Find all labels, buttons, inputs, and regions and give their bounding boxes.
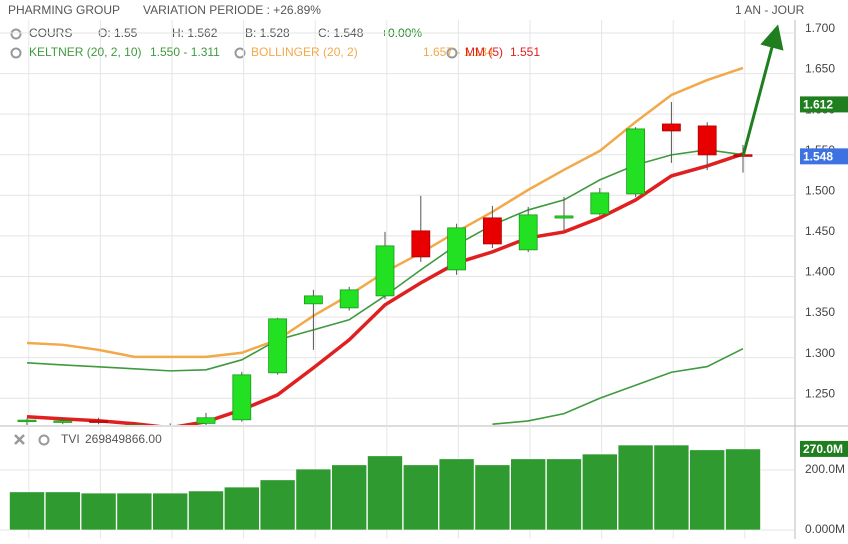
volume-bar [188,490,224,531]
y-tick-label: 1.500 [805,183,835,197]
candle-body [554,215,574,219]
close-icon[interactable] [14,434,25,445]
y-tick-label: 200.0M [805,462,845,476]
indicator-name: MM (5) [465,45,503,59]
y-tick-label: 1.300 [805,346,835,360]
price-tag-label: 1.548 [803,150,833,164]
volume-bar [438,458,475,531]
y-tick-label: 1.350 [805,305,835,319]
forecast-arrow [741,24,784,157]
volume-bar [152,492,188,531]
y-tick-label: 1.250 [805,386,835,400]
price-tag [800,96,848,113]
indicator-value: 1.550 - 1.311 [150,45,220,59]
candle-body [89,420,108,423]
volume-bar [295,468,332,531]
indicator-name: TVI [61,432,80,446]
price-tag [800,148,848,165]
volume-bar [259,479,296,531]
candle-body [626,128,645,195]
volume-bar [331,464,368,531]
y-tick-label: 1.650 [805,62,835,76]
indicator-line [26,66,744,359]
gear-icon[interactable] [10,28,22,40]
indicator-name: KELTNER (20, 2, 10) [29,45,142,59]
candle-body [447,227,467,271]
price-tag [800,440,848,457]
volume-bar [689,449,726,531]
volume-bar [581,453,618,531]
volume-bar [653,444,690,531]
candle-body [662,123,681,132]
gear-icon[interactable] [10,47,22,59]
y-tick-label: 0.000M [805,522,845,536]
volume-bar [80,492,117,531]
candle-body [268,318,288,374]
indicator-line [492,347,744,425]
candle-body [590,192,610,215]
y-tick-label: 1.700 [805,21,835,35]
volume-bar [402,464,439,531]
volume-bar [546,458,582,531]
volume-bar [474,464,511,531]
candle-body [53,420,73,423]
title: PHARMING GROUP [8,3,120,17]
y-tick-label: 1.450 [805,224,835,238]
indicator-value: 1.551 [510,45,540,59]
candle-body [339,289,359,309]
variation: VARIATION PERIODE : +26.89% [143,3,321,17]
indicator-name: BOLLINGER (20, 2) [251,45,358,59]
y-tick-label: 1.400 [805,265,835,279]
candle-body [303,295,323,305]
candle-body [375,245,395,297]
volume-bar [44,491,81,531]
period[interactable]: 1 AN - JOUR [735,3,805,17]
gear-icon[interactable] [446,47,458,59]
candle-body [232,374,252,421]
gear-icon[interactable] [234,47,246,59]
price-tag-label: 1.612 [803,98,833,112]
candle-body [17,419,37,423]
volume-bar [116,492,153,531]
price-tag-label: 270.0M [803,442,843,456]
volume-bar [510,458,547,531]
candle-body [411,230,431,258]
volume-bar [617,444,654,531]
indicator-value: 1.657 - 1.134 [423,45,494,59]
volume-bar [725,448,761,531]
gear-icon[interactable] [38,434,50,446]
candle-body [196,417,216,424]
candle-body [482,217,502,245]
volume-bar [367,455,403,531]
volume-bar [224,486,260,531]
candle-body [518,214,538,251]
candle-body [697,125,717,156]
volume-bar [9,491,45,531]
indicator-value: 269849866.00 [85,432,162,446]
indicator-line [26,152,744,425]
